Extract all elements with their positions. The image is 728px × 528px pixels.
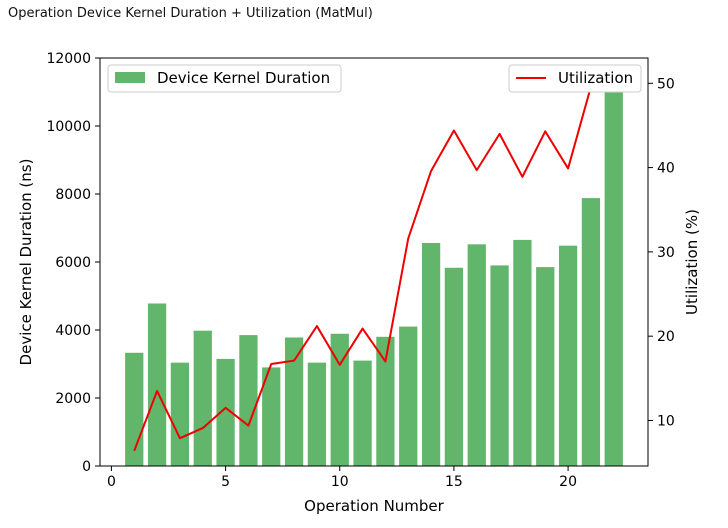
x-tick-label: 0 (107, 474, 116, 490)
bar (467, 244, 486, 466)
bar (558, 245, 578, 466)
y-axis-ticks: 0 2000 4000 6000 8000 10000 12000 (46, 51, 100, 475)
legend-bars-swatch (115, 72, 145, 83)
bar (147, 303, 167, 466)
bar (262, 367, 281, 466)
legend-bars-label: Device Kernel Duration (157, 69, 330, 87)
y2-tick-label: 10 (657, 413, 675, 429)
line-layer (133, 71, 615, 452)
y-tick-label: 6000 (55, 255, 91, 271)
bars-layer (125, 71, 623, 466)
legend-line: Utilization (508, 64, 642, 93)
bar (239, 335, 258, 466)
utilization-line (133, 71, 615, 452)
bar (399, 326, 418, 466)
y-axis-label: Device Kernel Duration (ns) (17, 159, 35, 366)
y2-tick-label: 50 (657, 76, 675, 92)
bar (376, 336, 395, 466)
x-tick-label: 5 (221, 474, 230, 490)
bar (421, 242, 441, 466)
y-tick-label: 2000 (55, 391, 91, 407)
bar (307, 362, 327, 466)
bar (216, 358, 235, 466)
y-tick-label: 0 (82, 459, 91, 475)
y-tick-label: 10000 (46, 119, 91, 135)
y2-tick-label: 40 (657, 161, 675, 177)
bar (444, 267, 464, 466)
y-tick-label: 8000 (55, 187, 91, 203)
bar (536, 267, 555, 466)
bar (170, 362, 190, 466)
x-tick-label: 15 (445, 474, 463, 490)
legend-bars-box (107, 64, 342, 93)
y-tick-label: 12000 (46, 51, 91, 67)
y2-axis-ticks: 10 20 30 40 50 (648, 76, 675, 429)
y-tick-label: 4000 (55, 323, 91, 339)
bar (604, 71, 623, 466)
x-axis-label: Operation Number (304, 497, 445, 515)
bar (284, 337, 304, 466)
bar (193, 330, 212, 466)
y2-axis-label: Utilization (%) (683, 209, 701, 315)
y2-tick-label: 20 (657, 329, 675, 345)
x-tick-label: 10 (331, 474, 349, 490)
page-title: Operation Device Kernel Duration + Utili… (8, 6, 373, 21)
y2-tick-label: 30 (657, 245, 675, 261)
bar (513, 239, 532, 466)
bar (353, 360, 372, 466)
legend-line-box (508, 64, 642, 93)
bar (490, 265, 509, 466)
legend-bars: Device Kernel Duration (107, 64, 342, 93)
bar (330, 333, 349, 466)
x-axis-ticks: 0 5 10 15 20 (107, 466, 577, 490)
bar (581, 198, 601, 466)
x-tick-label: 20 (559, 474, 577, 490)
legend-line-label: Utilization (558, 69, 633, 87)
